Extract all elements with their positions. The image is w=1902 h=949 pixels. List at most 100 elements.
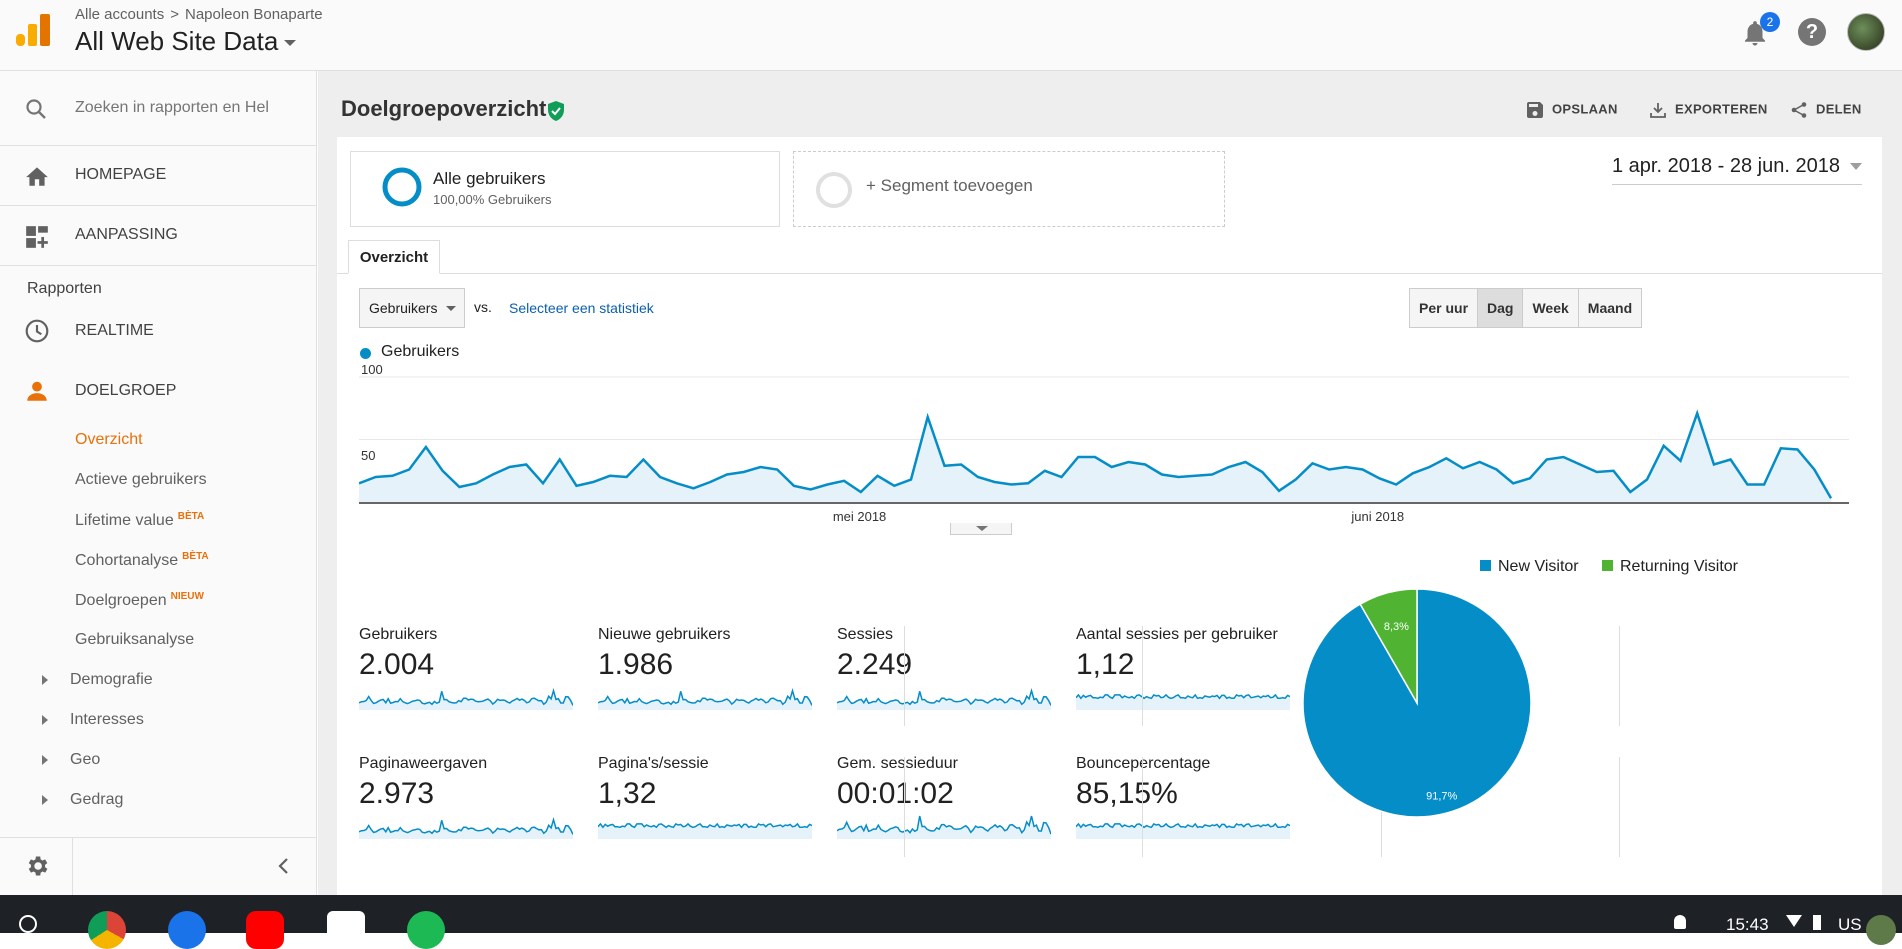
analytics-logo[interactable] — [16, 14, 50, 46]
metric-card[interactable]: Nieuwe gebruikers 1.986 — [598, 626, 828, 726]
sidebar-expand-demographics[interactable]: Demografie — [42, 671, 153, 689]
save-button[interactable]: OPSLAAN — [1526, 101, 1618, 119]
metric-card[interactable]: Bouncepercentage 85,15% — [1076, 755, 1306, 855]
sidebar-search — [0, 71, 316, 146]
share-icon — [1791, 102, 1807, 118]
sidebar-subitem-lifetime-value[interactable]: Lifetime value BÈTA — [75, 511, 204, 530]
expand-arrow-icon — [42, 674, 48, 685]
taskbar-avatar[interactable] — [1866, 915, 1896, 945]
wifi-icon[interactable] — [1786, 915, 1802, 927]
metric-sparkline — [359, 816, 573, 839]
metric-value: 2.249 — [837, 648, 913, 681]
sidebar-item-homepage[interactable]: HOMEPAGE — [0, 146, 316, 206]
expand-label: Gedrag — [70, 791, 124, 808]
gmail-icon[interactable] — [327, 911, 365, 949]
tab-overview[interactable]: Overzicht — [348, 240, 440, 274]
metric-divider — [1619, 757, 1620, 857]
metric-divider — [1142, 626, 1143, 726]
expand-arrow-icon — [42, 714, 48, 725]
export-button[interactable]: EXPORTEREN — [1649, 101, 1768, 119]
pie-slice-label: 91,7% — [1426, 791, 1457, 803]
expand-label: Geo — [70, 751, 101, 768]
help-icon[interactable]: ? — [1798, 18, 1826, 46]
pie-legend-new[interactable]: New Visitor — [1480, 558, 1579, 576]
sidebar-subitem-usage-analysis[interactable]: Gebruiksanalyse — [75, 631, 194, 649]
os-taskbar: 15:43 US — [0, 895, 1902, 949]
youtube-icon[interactable] — [246, 911, 284, 949]
x-tick-label: juni 2018 — [1351, 509, 1405, 524]
metric-card[interactable]: Sessies 2.249 — [837, 626, 1067, 726]
avatar[interactable] — [1847, 13, 1885, 51]
files-icon[interactable] — [168, 911, 206, 949]
launcher-icon[interactable] — [19, 915, 37, 933]
sidebar-subitem-overview[interactable]: Overzicht — [75, 431, 143, 449]
visitor-type-pie-chart[interactable]: 91,7% 8,3% — [1301, 587, 1533, 819]
chevron-left-icon[interactable] — [276, 857, 290, 875]
segment-all-users[interactable]: Alle gebruikers 100,00% Gebruikers — [350, 151, 780, 227]
reports-section-label: Rapporten — [27, 280, 102, 297]
sidebar-subitem-audiences[interactable]: Doelgroepen NIEUW — [75, 591, 204, 610]
tab-divider — [337, 273, 1882, 274]
breadcrumb-property[interactable]: Napoleon Bonaparte — [184, 6, 323, 23]
sidebar-subitem-cohort-analysis[interactable]: Cohortanalyse BÈTA — [75, 551, 209, 570]
spotify-icon[interactable] — [407, 911, 445, 949]
sidebar-expand-behavior[interactable]: Gedrag — [42, 791, 123, 809]
metric-divider — [1619, 626, 1620, 726]
save-icon — [1527, 102, 1543, 118]
metric-card[interactable]: Gebruikers 2.004 — [359, 626, 589, 726]
clock-time[interactable]: 15:43 — [1726, 915, 1769, 934]
sidebar-item-realtime[interactable]: REALTIME — [0, 306, 316, 356]
sidebar: HOMEPAGE AANPASSING Rapporten REALTIME D… — [0, 71, 317, 896]
granularity-hour-button[interactable]: Per uur — [1410, 289, 1479, 327]
metric-label: Gebruikers — [359, 626, 438, 643]
metric-select[interactable]: Gebruikers — [359, 288, 465, 328]
sidebar-subitem-active-users[interactable]: Actieve gebruikers — [75, 471, 207, 489]
breadcrumb-accounts[interactable]: Alle accounts — [75, 6, 165, 23]
sidebar-item-customization[interactable]: AANPASSING — [0, 206, 316, 266]
metric-divider — [904, 757, 905, 857]
subitem-label: Actieve gebruikers — [75, 471, 207, 488]
notification-bell-icon[interactable] — [1674, 915, 1686, 929]
dashboard-add-icon — [26, 226, 48, 248]
share-button[interactable]: DELEN — [1790, 101, 1862, 119]
breadcrumb[interactable]: Alle accounts > Napoleon Bonaparte — [75, 6, 323, 23]
bell-icon[interactable] — [1740, 18, 1770, 48]
granularity-week-button[interactable]: Week — [1523, 289, 1579, 327]
metric-label: Gem. sessieduur — [837, 755, 958, 772]
top-bar: Alle accounts > Napoleon Bonaparte All Web… — [0, 0, 1902, 71]
expand-arrow-icon — [42, 794, 48, 805]
chart-resize-handle[interactable] — [950, 523, 1012, 535]
subitem-label: Gebruiksanalyse — [75, 631, 195, 648]
sidebar-footer — [0, 837, 316, 896]
sidebar-expand-interests[interactable]: Interesses — [42, 711, 144, 729]
input-locale[interactable]: US — [1838, 915, 1862, 934]
date-range-picker[interactable]: 1 apr. 2018 - 28 jun. 2018 — [1612, 155, 1862, 185]
metric-divider — [904, 626, 905, 726]
view-selector[interactable]: All Web Site Data — [75, 26, 297, 57]
report-panel: Alle gebruikers 100,00% Gebruikers + Seg… — [337, 137, 1882, 895]
pie-legend-label: New Visitor — [1498, 558, 1579, 575]
pie-legend-returning[interactable]: Returning Visitor — [1602, 558, 1738, 576]
granularity-day-button[interactable]: Dag — [1478, 289, 1524, 327]
users-line-chart[interactable] — [359, 369, 1849, 507]
metric-label: Pagina's/sessie — [598, 755, 709, 772]
sidebar-item-audience[interactable]: DOELGROEP — [0, 366, 316, 416]
metric-card[interactable]: Paginaweergaven 2.973 — [359, 755, 589, 855]
select-statistic-link[interactable]: Selecteer een statistiek — [509, 300, 654, 316]
add-segment-button[interactable]: + Segment toevoegen — [793, 151, 1225, 227]
search-input[interactable] — [75, 93, 305, 123]
metric-card[interactable]: Gem. sessieduur 00:01:02 — [837, 755, 1067, 855]
battery-icon[interactable] — [1813, 915, 1821, 930]
gear-icon[interactable] — [24, 853, 50, 879]
segment-share: 100,00% Gebruikers — [433, 192, 552, 207]
sidebar-expand-geo[interactable]: Geo — [42, 751, 100, 769]
chrome-icon[interactable] — [88, 911, 126, 949]
metric-card[interactable]: Aantal sessies per gebruiker 1,12 — [1076, 626, 1306, 726]
export-label: EXPORTEREN — [1675, 101, 1768, 117]
granularity-month-button[interactable]: Maand — [1578, 289, 1642, 327]
metric-label: Bouncepercentage — [1076, 755, 1211, 772]
metric-label: Aantal sessies per gebruiker — [1076, 626, 1278, 643]
metric-select-value: Gebruikers — [369, 300, 438, 316]
pie-slice[interactable] — [1359, 588, 1418, 706]
metric-card[interactable]: Pagina's/sessie 1,32 — [598, 755, 828, 855]
